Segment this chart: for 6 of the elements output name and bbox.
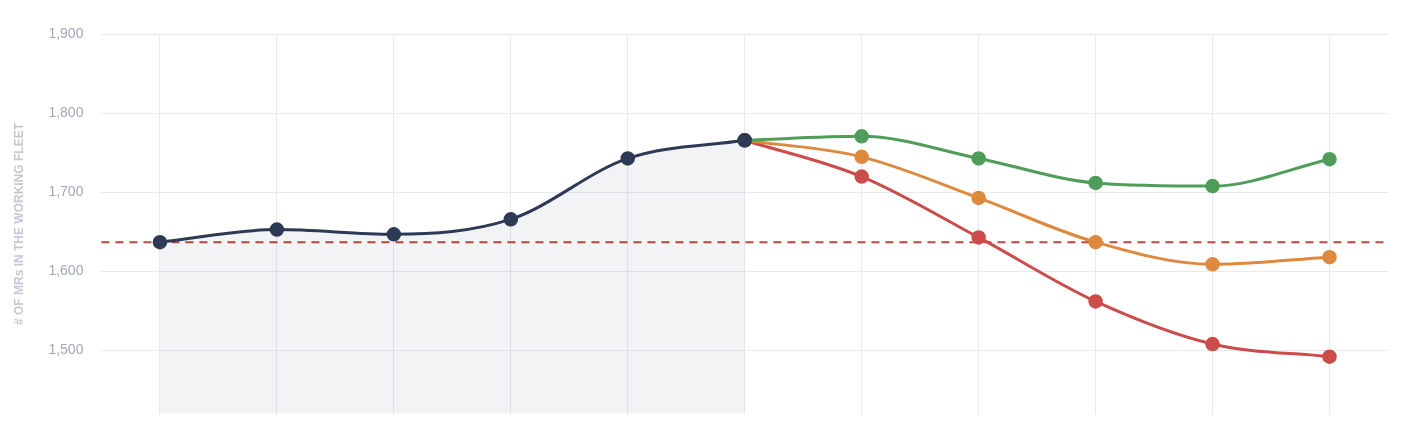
y-axis-title: # OF MRs IN THE WORKING FLEET [11, 122, 26, 326]
y-tick-label: 1,700 [48, 183, 84, 200]
y-tick-label: 1,500 [48, 341, 84, 358]
y-tick-label: 1,900 [48, 25, 84, 42]
y-tick-label: 1,800 [48, 104, 84, 121]
y-tick-label: 1,600 [48, 262, 84, 279]
